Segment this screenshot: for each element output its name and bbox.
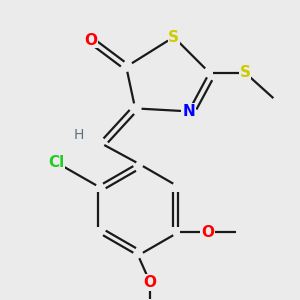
Text: Cl: Cl bbox=[49, 155, 65, 170]
Text: S: S bbox=[168, 30, 179, 45]
Text: O: O bbox=[143, 275, 157, 290]
Text: O: O bbox=[84, 32, 97, 47]
Text: N: N bbox=[182, 104, 195, 119]
Text: O: O bbox=[201, 225, 214, 240]
Text: S: S bbox=[240, 65, 250, 80]
Text: H: H bbox=[74, 128, 84, 142]
